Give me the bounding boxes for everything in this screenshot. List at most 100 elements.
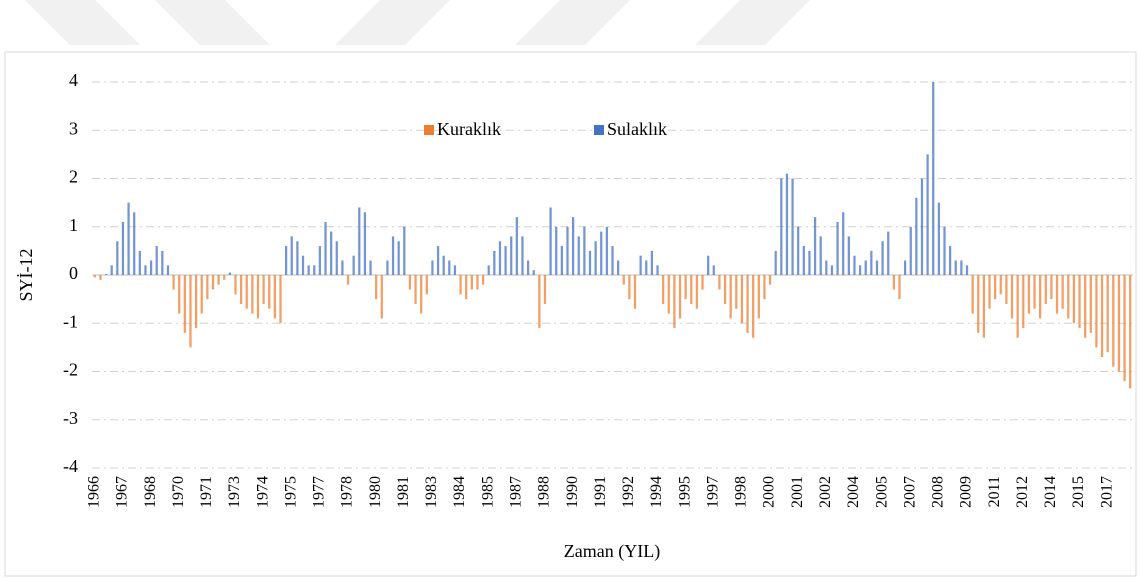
bar	[960, 260, 963, 275]
bar	[504, 246, 507, 275]
bar	[442, 255, 445, 275]
bar	[1050, 275, 1053, 300]
bar	[1112, 275, 1115, 367]
bar	[617, 260, 620, 275]
bar	[1010, 275, 1014, 319]
bar	[144, 265, 147, 275]
x-tick-label: 1971	[198, 476, 215, 508]
bar	[1005, 275, 1008, 304]
bar	[757, 275, 760, 319]
bar	[431, 260, 434, 275]
bar	[1089, 275, 1092, 333]
bar	[330, 231, 333, 275]
bar	[380, 275, 383, 319]
bar	[262, 275, 265, 304]
bar	[853, 255, 856, 275]
bar	[234, 275, 237, 295]
bar	[420, 275, 423, 314]
bar	[645, 260, 648, 275]
bar	[813, 217, 817, 275]
x-tick-label: 2011	[986, 476, 1003, 507]
bar	[1084, 275, 1087, 338]
bar	[774, 250, 777, 275]
bar	[532, 270, 535, 275]
bar	[465, 275, 468, 300]
bar	[1123, 275, 1126, 382]
x-tick-label: 2005	[873, 476, 890, 508]
bar	[200, 275, 203, 314]
bar	[476, 275, 479, 290]
x-tick-label: 1966	[85, 476, 102, 508]
bar	[1067, 275, 1070, 319]
bar	[133, 212, 136, 275]
bar	[1022, 275, 1025, 329]
x-tick-label: 1991	[592, 476, 609, 508]
bar	[116, 241, 119, 275]
bar	[375, 275, 378, 300]
bar	[605, 226, 608, 275]
x-tick-label: 1997	[704, 476, 721, 508]
bar	[436, 246, 440, 275]
bar	[493, 250, 496, 275]
bar	[301, 255, 305, 275]
x-tick-label: 1985	[479, 476, 496, 508]
bar	[549, 207, 552, 275]
bar	[712, 265, 715, 275]
bar	[178, 275, 181, 314]
x-tick-label: 2015	[1070, 476, 1087, 508]
bar	[555, 226, 558, 275]
bar	[971, 275, 974, 314]
bar	[830, 265, 834, 275]
bar	[358, 207, 361, 275]
x-tick-label: 1994	[648, 476, 665, 508]
bar	[633, 275, 637, 309]
bar	[875, 260, 879, 275]
bar	[239, 275, 243, 304]
bar	[543, 275, 547, 304]
x-tick-label: 1978	[339, 476, 356, 508]
y-tick-label: 1	[69, 215, 78, 235]
bar	[1078, 275, 1081, 329]
bar	[735, 275, 738, 309]
bar	[414, 275, 417, 304]
y-axis-label: SYİ-12	[16, 249, 36, 302]
bar	[673, 275, 676, 329]
bar	[459, 275, 462, 295]
y-tick-label: 4	[69, 70, 78, 90]
chart-border	[4, 51, 1137, 577]
x-tick-label: 1987	[508, 476, 525, 508]
bar	[628, 275, 631, 300]
bar	[622, 275, 625, 285]
bar	[864, 260, 867, 275]
x-tick-label: 2007	[901, 476, 918, 508]
bar	[256, 275, 260, 319]
bar	[346, 275, 350, 285]
bar	[611, 246, 614, 275]
x-tick-label: 1984	[451, 476, 468, 508]
bar	[752, 275, 755, 338]
bar	[318, 246, 322, 275]
bar	[1044, 275, 1047, 304]
legend-swatch	[594, 125, 604, 135]
bar	[847, 236, 850, 275]
x-tick-label: 2001	[789, 476, 806, 508]
bar	[740, 275, 744, 324]
bar	[470, 275, 473, 290]
bar	[842, 212, 845, 275]
legend-swatch	[424, 125, 434, 135]
bar	[324, 221, 327, 275]
bar	[1095, 275, 1098, 348]
bar	[453, 265, 457, 275]
bar	[313, 265, 316, 275]
bar	[1117, 275, 1121, 372]
x-tick-label: 1981	[395, 476, 412, 508]
bar	[678, 275, 682, 319]
x-tick-label: 1973	[226, 476, 243, 508]
bar	[988, 275, 991, 309]
bar	[909, 226, 912, 275]
y-tick-label: -4	[63, 456, 78, 476]
bar	[161, 250, 164, 275]
bar	[515, 217, 518, 275]
x-tick-label: 2012	[1014, 476, 1031, 508]
bar	[937, 202, 940, 275]
